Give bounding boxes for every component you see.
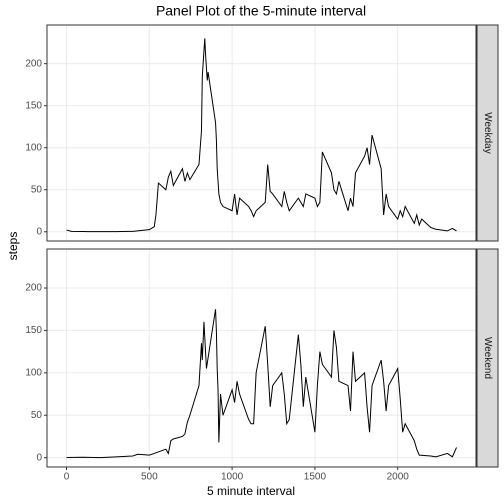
y-tick-label: 150 <box>25 325 42 336</box>
panel-background <box>47 25 476 241</box>
panel-border <box>46 248 477 468</box>
y-tick-label: 100 <box>25 367 42 378</box>
strip <box>476 248 499 468</box>
panel-background <box>47 249 476 467</box>
y-tick-label: 50 <box>31 410 43 421</box>
x-tick-label: 1500 <box>304 472 327 483</box>
y-tick-label: 50 <box>31 184 43 195</box>
data-line <box>66 38 457 233</box>
x-axis-title: 5 minute interval <box>207 484 295 498</box>
y-axis-title: steps <box>6 232 20 261</box>
strip-label: Weekday <box>482 112 493 154</box>
y-tick-label: 150 <box>25 100 42 111</box>
y-tick-label: 0 <box>36 452 42 463</box>
x-tick-label: 1000 <box>221 472 244 483</box>
chart-title: Panel Plot of the 5-minute interval <box>156 3 366 19</box>
panel-border <box>46 24 477 242</box>
y-tick-label: 0 <box>36 226 42 237</box>
x-tick-label: 2000 <box>387 472 410 483</box>
x-tick-label: 0 <box>64 472 70 483</box>
strip-label: Weekend <box>482 337 493 379</box>
y-tick-label: 200 <box>25 58 42 69</box>
x-tick-label: 500 <box>141 472 158 483</box>
y-tick-label: 100 <box>25 142 42 153</box>
data-line <box>66 309 457 459</box>
y-tick-label: 200 <box>25 283 42 294</box>
strip <box>476 24 499 242</box>
